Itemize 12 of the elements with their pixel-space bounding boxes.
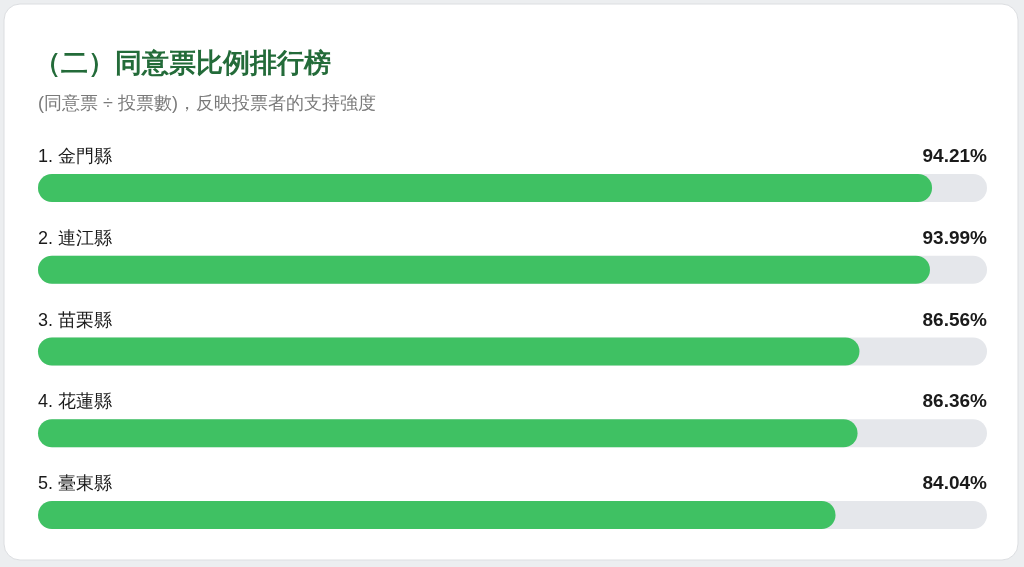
value-label: 86.36% <box>922 390 987 412</box>
category-label: 4. 花蓮縣 <box>38 391 112 412</box>
subtitle: (同意票 ÷ 投票數)，反映投票者的支持強度 <box>38 93 376 113</box>
category-label: 1. 金門縣 <box>38 146 112 166</box>
category-label: 3. 苗栗縣 <box>38 309 112 330</box>
value-label: 93.99% <box>922 226 987 248</box>
category-label: 5. 臺東縣 <box>38 473 112 493</box>
value-label: 86.56% <box>922 308 987 330</box>
value-label: 84.04% <box>922 472 987 493</box>
title: （二）同意票比例排行榜 <box>34 48 331 78</box>
category-label: 2. 連江縣 <box>38 227 112 248</box>
value-label: 94.21% <box>922 145 987 166</box>
